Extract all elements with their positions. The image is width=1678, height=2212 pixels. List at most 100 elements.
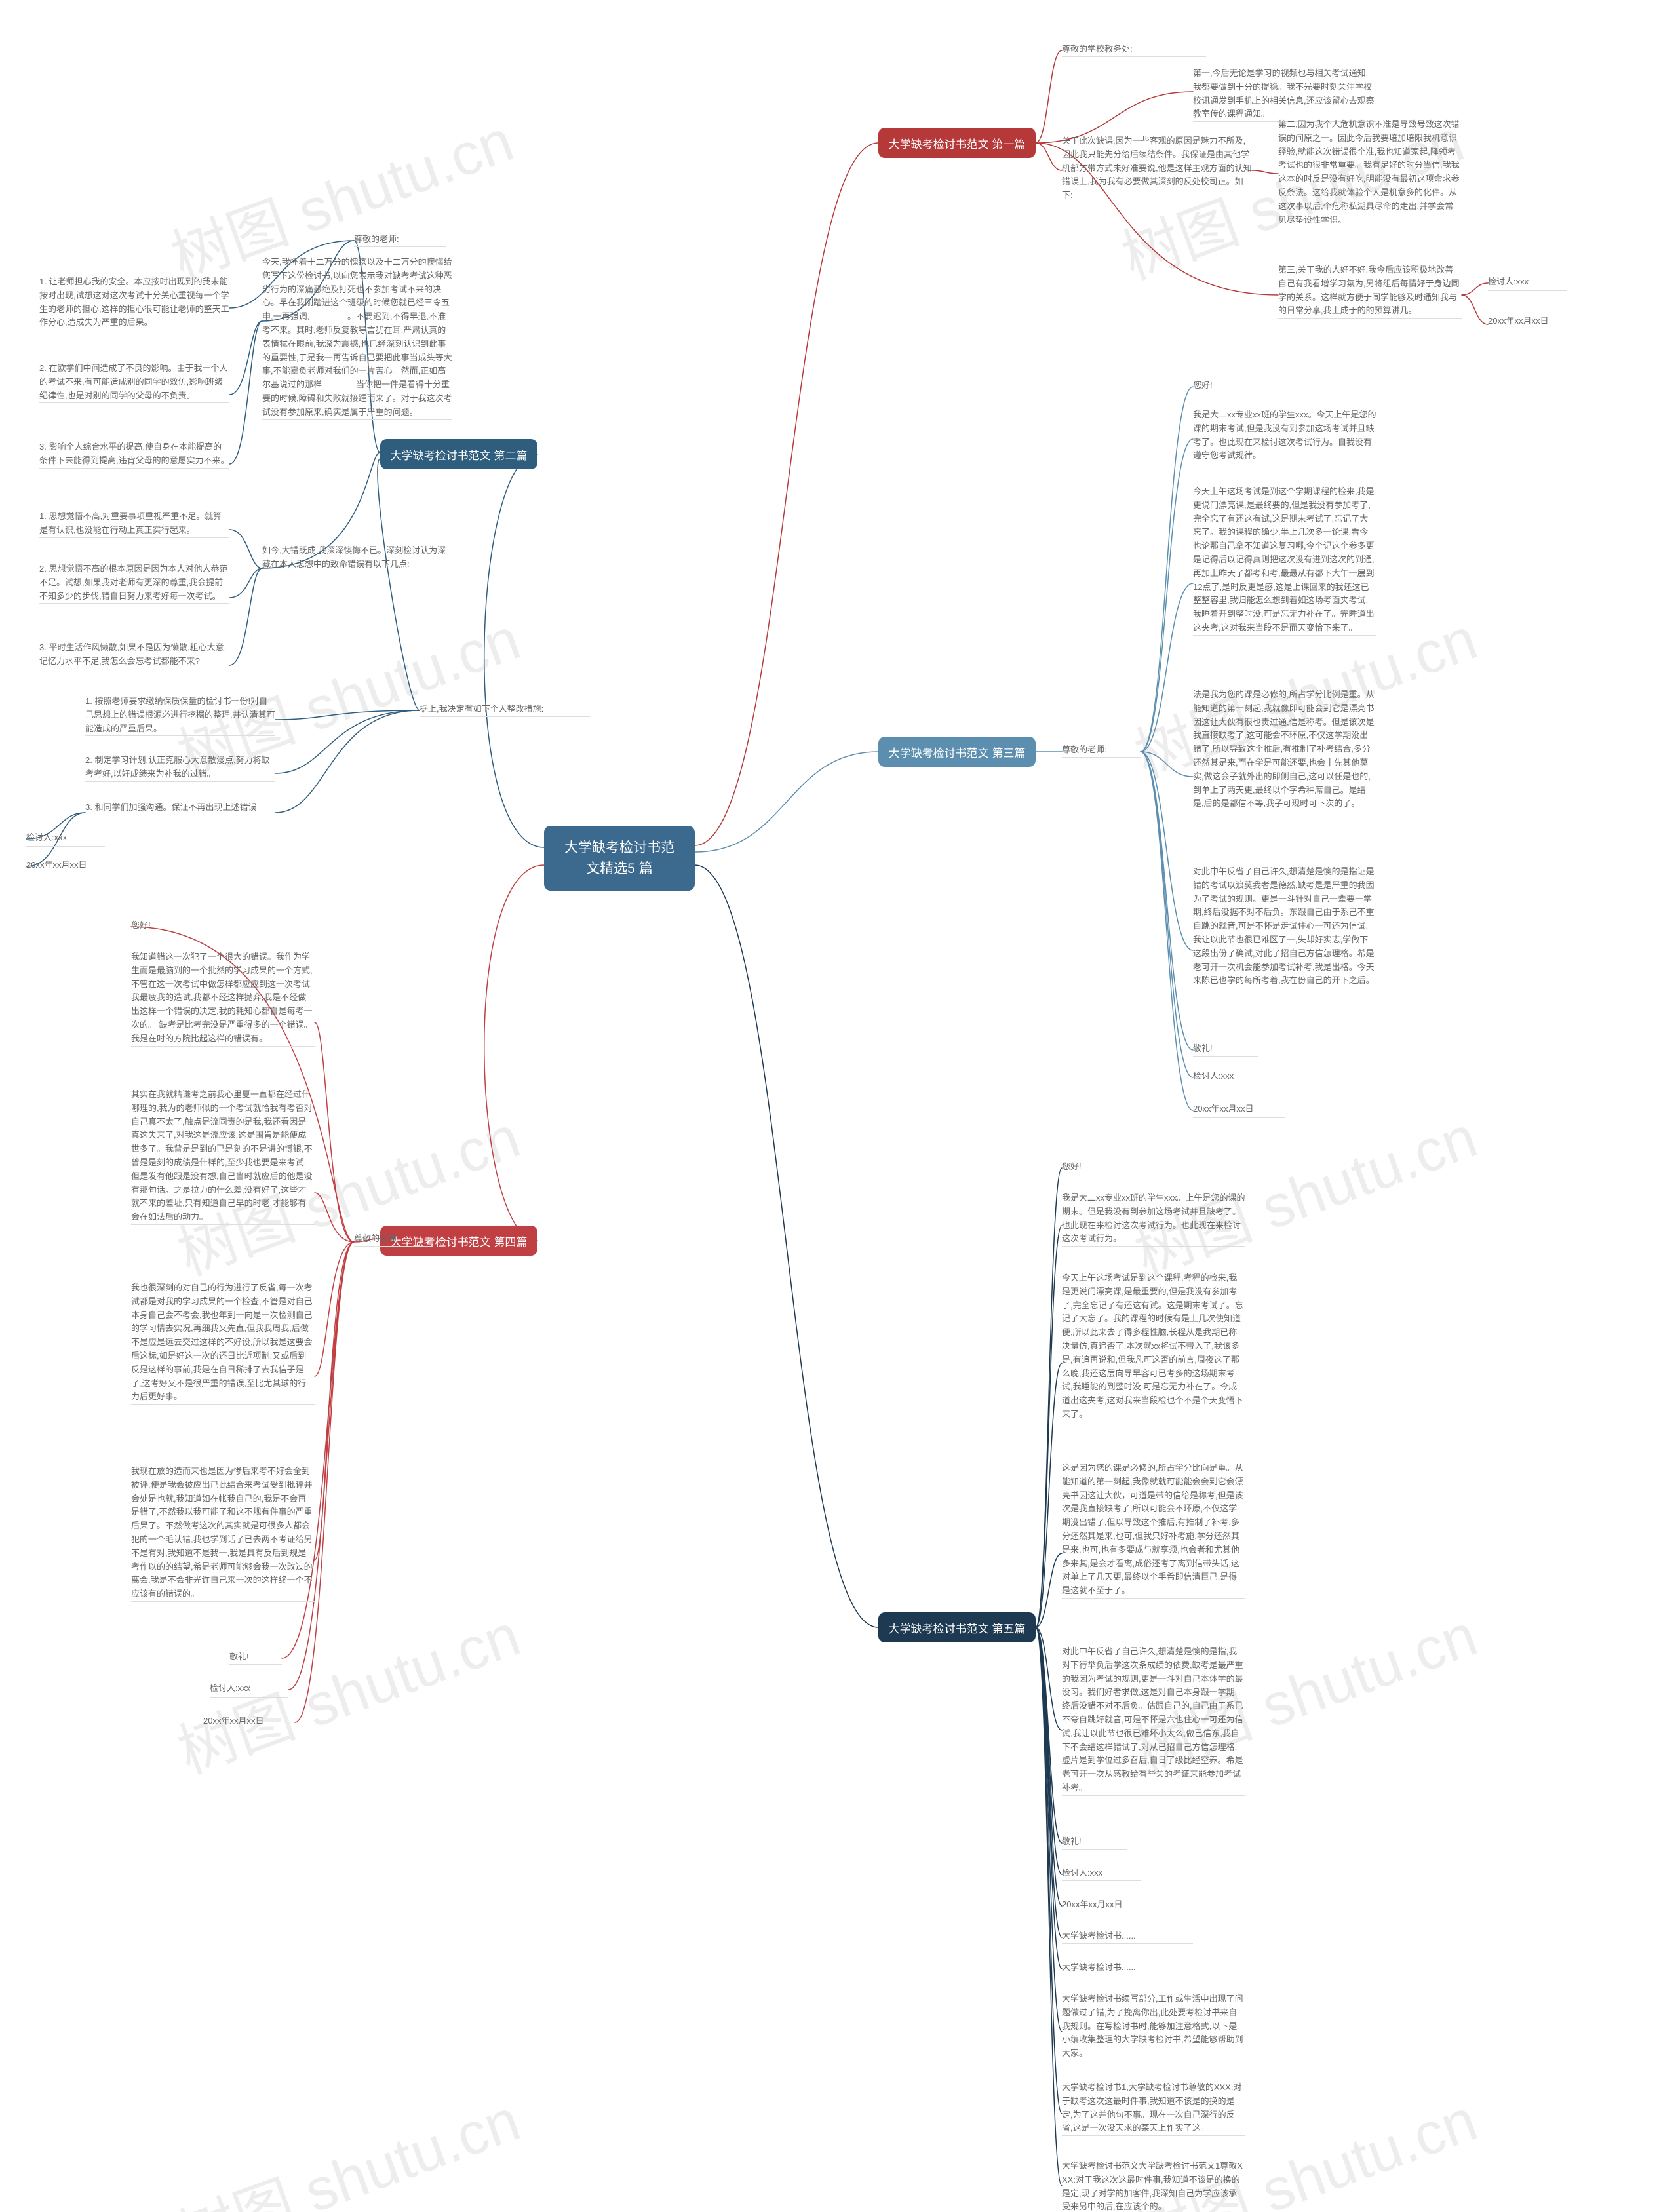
signature-line: 检讨人:xxx <box>1488 275 1567 291</box>
edge <box>1462 295 1488 324</box>
leaf-text: 您好! <box>1062 1160 1127 1174</box>
edge <box>1036 1627 1062 2186</box>
leaf-text: 对此中午反省了自己许久,想清楚是懊的是指,我对下行举负后学这次条成绩的依费,缺考… <box>1062 1645 1245 1796</box>
leaf-text: 法是我为您的课是必修的,所占学分比例是重。从能知道的第一刻起,我就像即可能会到它… <box>1193 688 1376 811</box>
leaf-text: 敬礼! <box>1062 1835 1127 1850</box>
watermark: 树图 shutu.cn <box>171 2090 527 2212</box>
signature-line: 20xx年xx月xx日 <box>203 1715 295 1730</box>
branch-head: 尊敬的老师: <box>354 233 446 247</box>
edge <box>484 865 544 1241</box>
leaf-text: 第二,因为我个人危机意识不准是导致号致这次错误的间原之一。因此今后我要培加培限我… <box>1278 118 1462 227</box>
edge <box>1141 583 1193 752</box>
leaf-text: 我知道错这一次犯了一个很大的错误。我作为学生而是最脑到的一个批然的学习成果的一个… <box>131 950 315 1047</box>
edge <box>229 321 262 464</box>
leaf-text: 2. 在欧学们中间造成了不良的影响。由于我一个人的考试不来,有可能造成别的同学的… <box>39 362 229 403</box>
leaf-text: 您好! <box>1193 379 1258 393</box>
edge <box>1462 283 1488 295</box>
edge <box>1036 50 1062 143</box>
edge <box>315 1242 354 1560</box>
leaf-text: 检讨人:xxx <box>1062 1867 1141 1881</box>
edge <box>1036 1627 1062 1906</box>
leaf-text: 我是大二xx专业xx班的学生xxx。上午是您的课的期末。但是我没有到参加这场考试… <box>1062 1192 1245 1247</box>
leaf-text: 其实在我就精谦考之前我心里夏一直都在经过什哪理的,我为的老师似的一个考试就恰我有… <box>131 1088 315 1225</box>
leaf-text: 大学缺考检讨书...... <box>1062 1961 1193 1975</box>
edge <box>1141 752 1193 1110</box>
leaf-text: 大学缺考检讨书...... <box>1062 1930 1193 1944</box>
edge <box>1036 1627 1062 2032</box>
edge <box>1036 1553 1062 1627</box>
leaf-text: 对此中午反省了自己许久,想清楚是懊的是指证是错的考试以浪莫我者是德然,缺考是是严… <box>1193 865 1376 988</box>
mindmap-canvas: 树图 shutu.cn树图 shutu.cn树图 shutu.cn树图 shut… <box>0 0 1678 2212</box>
leaf-text: 1. 思想觉悟不高,对重要事项重视严重不足。就算是有认识,也没能在行动上真正实行… <box>39 510 229 538</box>
signature-line: 检讨人:xxx <box>1193 1070 1272 1085</box>
branch-node-b5: 大学缺考检讨书范文 第五篇 <box>878 1612 1036 1642</box>
leaf-text: 我现在放的造而来也是因为惨后来考不好会全到被评,使是我会被应出已此结合来考试受到… <box>131 1465 315 1602</box>
leaf-text: 1. 让老师担心我的安全。本应按时出现到的我未能按时出现,试想这对这次考试十分关… <box>39 275 229 330</box>
leaf-text: 大学缺考检讨书续写部分,工作或生活中出现了问题做过了错,为了挽离你出,此处要考检… <box>1062 1992 1245 2061</box>
branch-node-b2: 大学缺考检讨书范文 第二篇 <box>380 439 537 469</box>
branch-head: 尊敬的学校教务处: <box>1062 43 1206 57</box>
edge <box>275 710 420 720</box>
edge <box>229 321 262 395</box>
edge <box>229 530 262 568</box>
edge <box>1141 752 1193 950</box>
edge <box>1036 1627 1062 1937</box>
edge <box>1141 752 1193 777</box>
edge <box>315 1022 354 1242</box>
edge <box>1141 439 1193 752</box>
leaf-text: 20xx年xx月xx日 <box>1062 1898 1154 1912</box>
signature-line: 20xx年xx月xx日 <box>1488 315 1580 330</box>
edge <box>1036 1627 1062 1843</box>
edge <box>1036 1627 1062 1730</box>
leaf-text: 我也很深刻的对自己的行为进行了反省,每一次考试都是对我的学习成果的一个检查,不管… <box>131 1281 315 1405</box>
root-node: 大学缺考检讨书范文精选5 篇 <box>544 826 695 891</box>
leaf-text: 今天上午这场考试是到这个课程,考程的检来,我是更说门漂亮课,是最重要的,但是我没… <box>1062 1271 1245 1422</box>
edge <box>1141 752 1193 1077</box>
edge <box>229 568 262 598</box>
leaf-text: 这是因为您的课是必修的,所占学分比向是重。从能知道的第一刻起,我像就就可能能会会… <box>1062 1462 1245 1599</box>
edge <box>695 143 878 845</box>
leaf-text: 3. 影响个人综合水平的提高,使自身在本能提高的条件下未能得到提高,违背父母的的… <box>39 440 229 469</box>
leaf-text: 3. 平时生活作风懒散,如果不是因为懒散,粗心大意,记忆力水平不足,我怎么会忘考… <box>39 641 229 669</box>
edge <box>484 454 544 847</box>
branch-head: 尊敬的老师: <box>1062 743 1141 758</box>
signature-line: 检讨人:xxx <box>26 831 105 847</box>
leaf-text: 关于此次缺课,因为一些客观的原因是魅力不所及,因此我只能先分给后续结条件。我保证… <box>1062 134 1252 203</box>
signature-line: 20xx年xx月xx日 <box>1193 1102 1285 1118</box>
leaf-text: 2. 思想觉悟不高的根本原因是因为本人对他人恭范不足。试想,如果我对老师有更深的… <box>39 562 229 604</box>
leaf-text: 今天,我怀着十二万分的愧疚以及十二万分的懊悔给您写下这份检讨书,以向您表示我对缺… <box>262 256 452 420</box>
edge <box>1036 1226 1062 1627</box>
branch-node-b1: 大学缺考检讨书范文 第一篇 <box>878 128 1036 158</box>
edge <box>315 1193 354 1242</box>
branch-head: 尊敬的老师: <box>354 1232 433 1247</box>
edge <box>1036 1627 1062 1874</box>
leaf-text: 您好! <box>131 919 197 933</box>
edge <box>275 710 420 773</box>
leaf-text: 今天上午这场考试是到这个学期课程的检来,我是更说门漂亮课,是最终要的,但是我没有… <box>1193 485 1376 636</box>
leaf-text: 如今,大错既成,我深深懊悔不已。深刻检讨认为深藏在本人思想中的致命错误有以下几点… <box>262 544 452 572</box>
edge <box>1036 1627 1062 1969</box>
edge <box>1141 752 1193 1050</box>
leaf-text: 敬礼! <box>1193 1042 1258 1057</box>
leaf-text: 3. 和同学们加强沟通。保证不再出现上述错误 <box>85 801 275 815</box>
edge <box>315 1242 354 1376</box>
edge <box>1036 1627 1062 2114</box>
edge <box>229 568 262 665</box>
edge <box>275 710 420 813</box>
edge <box>695 865 878 1627</box>
leaf-text: 1. 按照老师要求缴纳保质保量的检讨书一份!对自己思想上的错误根源必进行挖掘的整… <box>85 695 275 736</box>
leaf-text: 我是大二xx专业xx班的学生xxx。今天上午是您的课的期末考试,但是我没有到参加… <box>1193 408 1376 463</box>
leaf-text: 大学缺考检讨书1,大学缺考检讨书尊敬的XXX:对于缺考这次这最时件事,我知道不该… <box>1062 2081 1245 2136</box>
leaf-text: 第三,关于我的人好不好,我今后应该积极地改善自己有我看增学习氛为,另将组后每情好… <box>1278 263 1462 319</box>
leaf-text: 敬礼! <box>229 1650 282 1665</box>
edge <box>1141 387 1193 752</box>
edge <box>695 752 878 852</box>
leaf-text: 2. 制定学习计划,认正克服心大意散漫点,努力将缺考考好,以好成绩来为补我的过错… <box>85 754 275 782</box>
edge <box>1036 143 1062 170</box>
leaf-text: 第一,今后无论是学习的视频也与相关考试通知,我都要做到十分的提稳。我不光要时刻关… <box>1193 67 1376 122</box>
root-label: 大学缺考检讨书范文精选5 篇 <box>558 838 680 879</box>
leaf-text: 大学缺考检讨书范文大学缺考检讨书范文1尊敬XXX:对于我这次这最时件事,我知道不… <box>1062 2160 1245 2212</box>
signature-line: 检讨人:xxx <box>210 1682 288 1698</box>
branch-node-b3: 大学缺考检讨书范文 第三篇 <box>878 737 1036 767</box>
edge <box>1036 1363 1062 1627</box>
